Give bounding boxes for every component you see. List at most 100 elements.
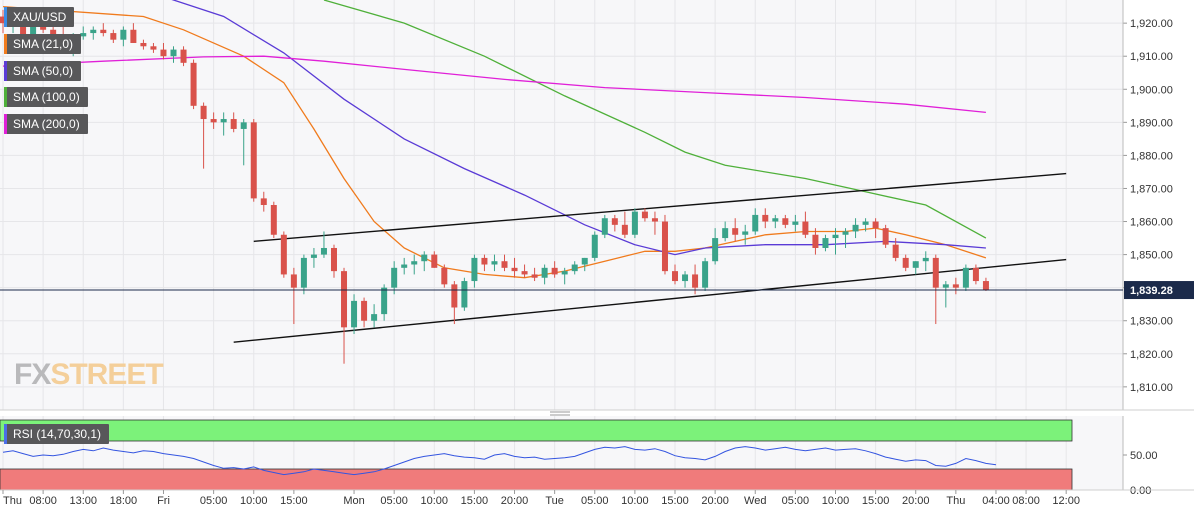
candle-body	[441, 267, 448, 285]
candle-body	[140, 42, 147, 47]
candle-body	[210, 119, 217, 123]
fxstreet-logo: FXSTREET	[14, 358, 164, 391]
candle-body	[110, 33, 117, 40]
time-tick-label: Wed	[744, 495, 766, 507]
candle-body	[541, 267, 548, 278]
legend-rsi-label: RSI (14,70,30,1)	[13, 427, 102, 441]
candle-body	[631, 211, 638, 235]
candle-body	[190, 62, 197, 106]
time-tick-label: 18:00	[110, 495, 138, 507]
legend-symbol-swatch	[4, 7, 7, 27]
rsi-oversold-zone	[0, 468, 1073, 491]
candle-body	[50, 29, 57, 37]
price-tick-label: 1,920.00	[1130, 18, 1173, 30]
candle-body	[40, 26, 47, 30]
time-tick-label: 20:00	[902, 495, 930, 507]
candle-body	[651, 218, 658, 222]
time-tick-label: 05:00	[380, 495, 408, 507]
candle-body	[962, 267, 969, 288]
candle-body	[621, 224, 628, 235]
candle-body	[732, 228, 739, 235]
candle-body	[932, 257, 939, 288]
candle-body	[912, 261, 919, 268]
candle-body	[872, 221, 879, 229]
last-price-label: 1,839.28	[1130, 285, 1173, 297]
time-tick-label: Thu	[946, 495, 965, 507]
rsi-overbought-zone	[0, 419, 1073, 442]
candle-body	[692, 274, 699, 288]
price-tick-label: 1,820.00	[1130, 349, 1173, 361]
candle-body	[551, 267, 558, 275]
rsi-tick-label: 50.00	[1130, 450, 1158, 462]
candle-body	[180, 49, 187, 63]
candle-body	[240, 122, 247, 129]
time-tick-label: 15:00	[862, 495, 890, 507]
candle-body	[150, 46, 157, 50]
candle-body	[611, 218, 618, 225]
time-tick-label: 08:00	[29, 495, 57, 507]
time-tick-label: 10:00	[421, 495, 449, 507]
candle-body	[982, 281, 989, 291]
rsi-tick-label: 0.00	[1130, 485, 1151, 497]
time-tick-label: 15:00	[661, 495, 689, 507]
time-tick-label: 20:00	[701, 495, 729, 507]
candle-body	[310, 254, 317, 258]
candle-body	[742, 231, 749, 235]
candle-body	[371, 314, 378, 321]
price-tick-label: 1,880.00	[1130, 150, 1173, 162]
candle-body	[170, 49, 177, 57]
candle-body	[561, 271, 568, 275]
candle-body	[280, 234, 287, 275]
candle-body	[230, 119, 237, 129]
candle-body	[902, 257, 909, 268]
candle-body	[882, 228, 889, 245]
legend-rsi: RSI (14,70,30,1)	[4, 424, 110, 444]
trendline-1	[233, 258, 1067, 343]
candle-body	[421, 254, 428, 262]
legend-sma-200: SMA (200,0)	[4, 114, 88, 134]
time-tick-label: 12:00	[1052, 495, 1080, 507]
candle-body	[672, 271, 679, 282]
candle-body	[381, 287, 388, 315]
candle-body	[300, 257, 307, 288]
candle-body	[501, 261, 508, 268]
time-tick-label: 04:00	[982, 495, 1010, 507]
legend-sma-21: SMA (21,0)	[4, 34, 82, 54]
price-tick-label: 1,870.00	[1130, 183, 1173, 195]
legend-sma-21-swatch	[4, 34, 7, 54]
time-tick-label: 05:00	[581, 495, 609, 507]
legend-sma-50-label: SMA (50,0)	[13, 64, 74, 78]
time-tick-label: 10:00	[621, 495, 649, 507]
candle-body	[722, 228, 729, 239]
trendline-0	[253, 172, 1067, 243]
candle-body	[471, 257, 478, 282]
price-tick-label: 1,830.00	[1130, 316, 1173, 328]
candle-body	[531, 274, 538, 278]
candle-body	[250, 122, 257, 199]
candle-body	[270, 205, 277, 235]
candle-body	[80, 33, 87, 37]
candle-body	[661, 221, 668, 272]
candle-body	[20, 19, 27, 43]
candle-body	[320, 247, 327, 255]
candle-body	[832, 234, 839, 239]
candle-body	[461, 281, 468, 308]
candle-body	[782, 218, 789, 225]
legend-sma-100-label: SMA (100,0)	[13, 90, 80, 104]
legend-sma-200-swatch	[4, 114, 7, 134]
candle-body	[290, 274, 297, 288]
candle-body	[682, 274, 689, 282]
candle-body	[571, 264, 578, 272]
candle-body	[481, 257, 488, 265]
price-pane-bg	[0, 0, 1123, 410]
candle-body	[862, 221, 869, 225]
price-tick-label: 1,860.00	[1130, 217, 1173, 229]
candle-body	[160, 49, 167, 57]
candle-body	[521, 271, 528, 275]
price-tick-label: 1,850.00	[1130, 250, 1173, 262]
candle-body	[90, 29, 97, 34]
price-tick-label: 1,910.00	[1130, 51, 1173, 63]
legend-symbol: XAU/USD	[4, 7, 75, 27]
